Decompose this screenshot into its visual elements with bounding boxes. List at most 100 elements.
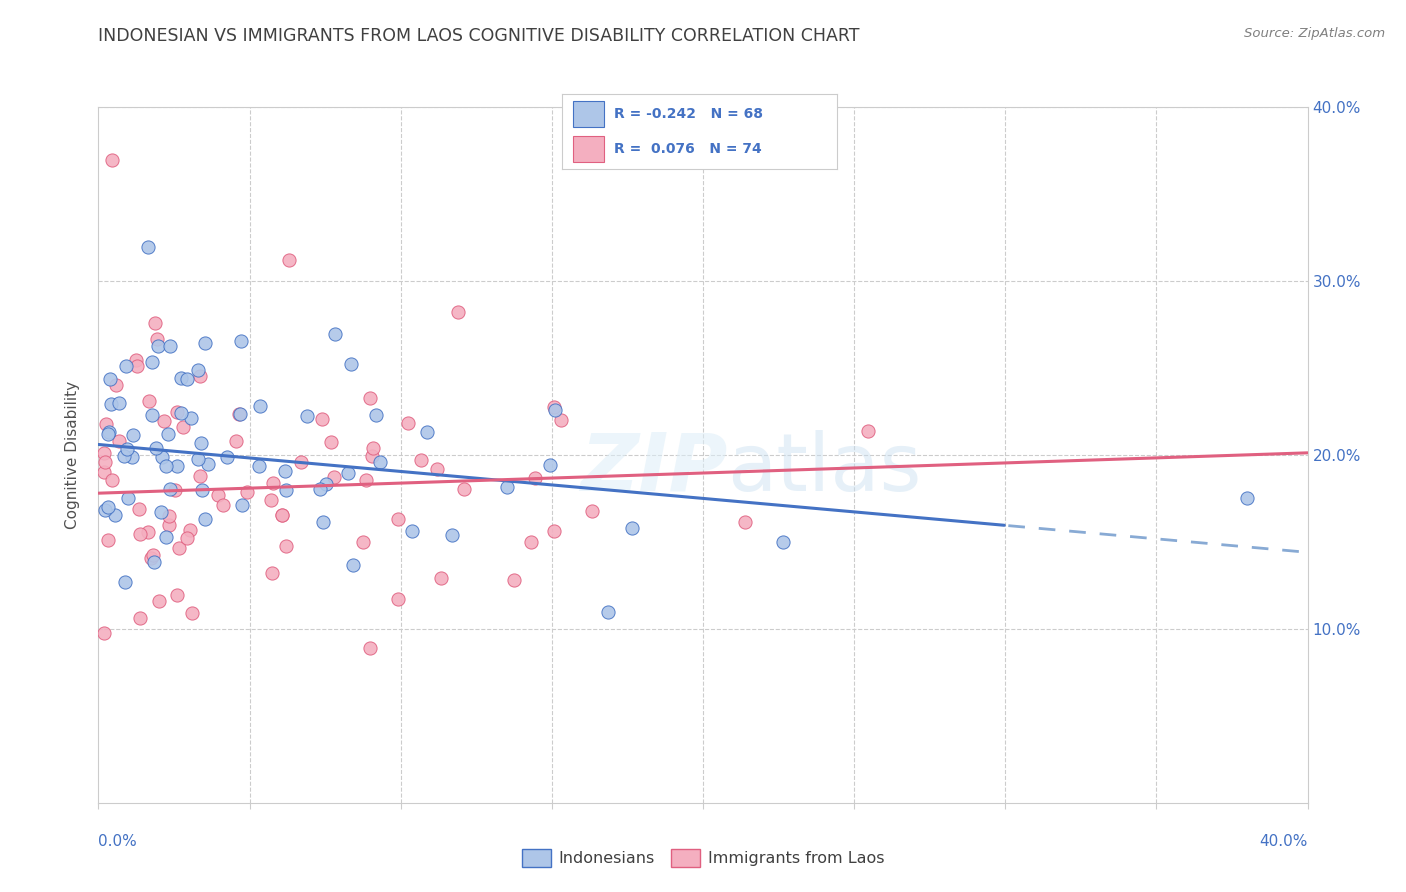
Point <box>180 411 202 425</box>
Point <box>114 359 136 374</box>
Text: atlas: atlas <box>727 430 921 508</box>
Point <box>502 574 524 588</box>
Point <box>260 493 283 508</box>
Point <box>231 334 253 348</box>
Point <box>148 594 170 608</box>
Legend: Indonesians, Immigrants from Laos: Indonesians, Immigrants from Laos <box>515 841 891 875</box>
Point <box>142 555 165 569</box>
Point <box>581 504 603 518</box>
Point <box>447 305 470 319</box>
Point <box>520 535 543 549</box>
Point <box>97 533 120 548</box>
Point <box>180 607 202 621</box>
Point <box>550 412 572 426</box>
Point <box>734 516 756 530</box>
Point <box>277 253 299 268</box>
Point <box>104 508 127 522</box>
Point <box>179 523 201 537</box>
Point <box>194 512 217 526</box>
Point <box>117 491 139 506</box>
Point <box>145 332 167 346</box>
Point <box>354 473 377 487</box>
Point <box>352 534 374 549</box>
Point <box>621 521 644 535</box>
Point <box>396 416 419 430</box>
Point <box>325 326 347 341</box>
Point <box>142 548 165 562</box>
Point <box>339 358 361 372</box>
Point <box>143 316 166 330</box>
Point <box>148 339 170 353</box>
Point <box>94 417 117 431</box>
Point <box>342 558 364 572</box>
Point <box>359 640 381 655</box>
Point <box>197 457 219 471</box>
Point <box>187 363 209 377</box>
Point <box>274 539 297 553</box>
Point <box>429 571 451 585</box>
Bar <box>574 101 603 127</box>
Point <box>309 482 332 496</box>
Text: ZIP: ZIP <box>579 430 727 508</box>
Y-axis label: Cognitive Disability: Cognitive Disability <box>65 381 80 529</box>
Point <box>524 471 547 485</box>
Point <box>141 409 163 423</box>
Point <box>1236 491 1258 505</box>
Point <box>121 450 143 464</box>
Point <box>97 426 120 441</box>
Point <box>361 449 384 463</box>
Text: 0.0%: 0.0% <box>98 834 138 849</box>
Point <box>409 453 432 467</box>
Point <box>97 500 120 514</box>
Point <box>225 434 247 449</box>
Point <box>169 371 191 385</box>
Point <box>138 524 160 539</box>
Point <box>596 605 619 619</box>
Point <box>101 153 124 167</box>
Point <box>361 441 384 455</box>
Point <box>108 396 131 410</box>
Point <box>538 458 561 472</box>
Point <box>194 336 217 351</box>
Point <box>274 483 297 497</box>
Point <box>274 464 297 478</box>
Point <box>170 406 193 420</box>
Text: R = -0.242   N = 68: R = -0.242 N = 68 <box>614 107 763 121</box>
Point <box>207 488 229 502</box>
Point <box>271 508 294 523</box>
Point <box>231 499 253 513</box>
Point <box>262 476 284 491</box>
Point <box>249 459 271 474</box>
Point <box>315 476 337 491</box>
Point <box>141 355 163 369</box>
Point <box>495 480 517 494</box>
Point <box>440 528 463 542</box>
Point <box>401 524 423 538</box>
Point <box>93 465 115 479</box>
Point <box>228 407 250 421</box>
Point <box>543 524 565 538</box>
Point <box>543 402 565 417</box>
Point <box>138 394 160 409</box>
Point <box>166 459 188 474</box>
Point <box>157 508 180 523</box>
Point <box>128 611 150 625</box>
Point <box>323 469 346 483</box>
Point <box>127 359 149 374</box>
Point <box>290 455 312 469</box>
Point <box>416 425 439 440</box>
Point <box>228 407 250 421</box>
Point <box>453 482 475 496</box>
Point <box>157 517 180 532</box>
Point <box>772 534 794 549</box>
Point <box>166 588 188 602</box>
Point <box>100 372 122 386</box>
Point <box>122 428 145 442</box>
Point <box>165 483 187 498</box>
Point <box>141 550 163 565</box>
Point <box>115 442 138 456</box>
Point <box>98 425 121 439</box>
Point <box>249 399 271 413</box>
Bar <box>574 136 603 161</box>
Point <box>212 498 235 512</box>
